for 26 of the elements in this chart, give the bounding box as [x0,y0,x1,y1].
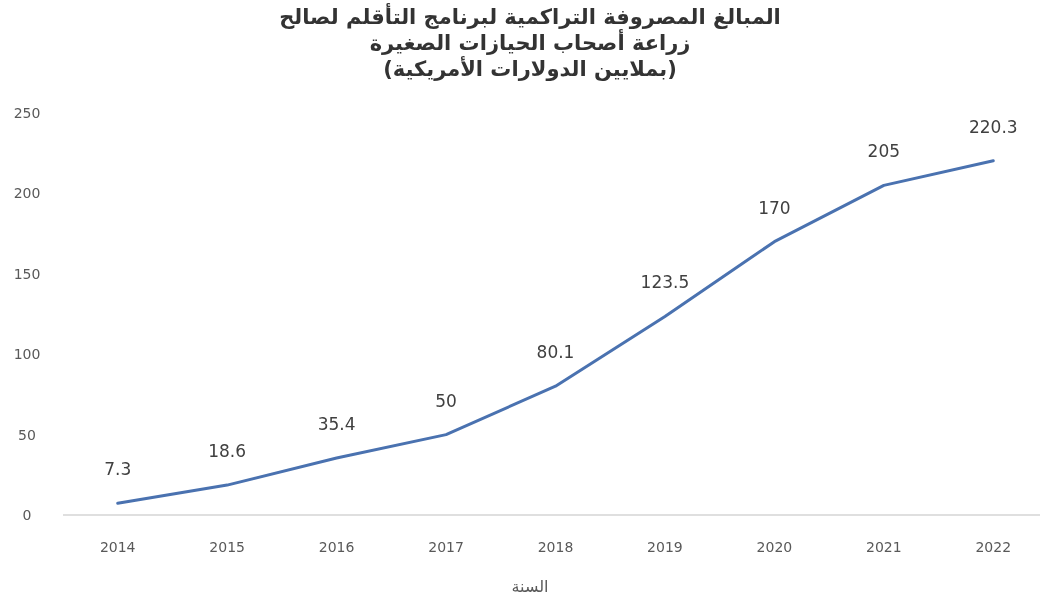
x-tick-label: 2015 [209,539,245,555]
y-tick-label: 50 [18,426,36,443]
x-tick-label: 2022 [975,539,1012,555]
y-tick-label: 200 [13,185,41,202]
chart-title: المبالغ المصروفة التراكمية لبرنامج التأقلم لصالح زراعة أصحاب الحيازات الصغيرة (بملايين الدولارات الأمريكية) [279,2,781,81]
x-tick-label: 2019 [647,539,683,555]
x-tick-label: 2014 [99,539,136,555]
data-label: 7.3 [104,459,132,480]
data-label: 170 [758,197,791,218]
data-label: 205 [867,141,901,162]
data-label: 35.4 [317,414,356,435]
x-tick-label: 2020 [756,539,793,555]
x-tick-label: 2021 [866,539,902,555]
x-tick-label: 2018 [537,539,574,555]
data-label: 18.6 [208,441,247,462]
y-tick-label: 100 [13,346,41,363]
y-tick-label: 150 [13,265,41,282]
data-label: 220.3 [968,116,1018,137]
data-label: 50 [435,390,457,411]
data-label: 123.5 [640,272,690,293]
data-label: 80.1 [536,342,575,363]
x-tick-label: 2016 [318,539,355,555]
y-tick-label: 0 [22,507,32,523]
x-tick-label: 2017 [428,539,464,555]
x-axis-title: السنة [511,577,549,596]
y-tick-label: 250 [13,105,41,121]
